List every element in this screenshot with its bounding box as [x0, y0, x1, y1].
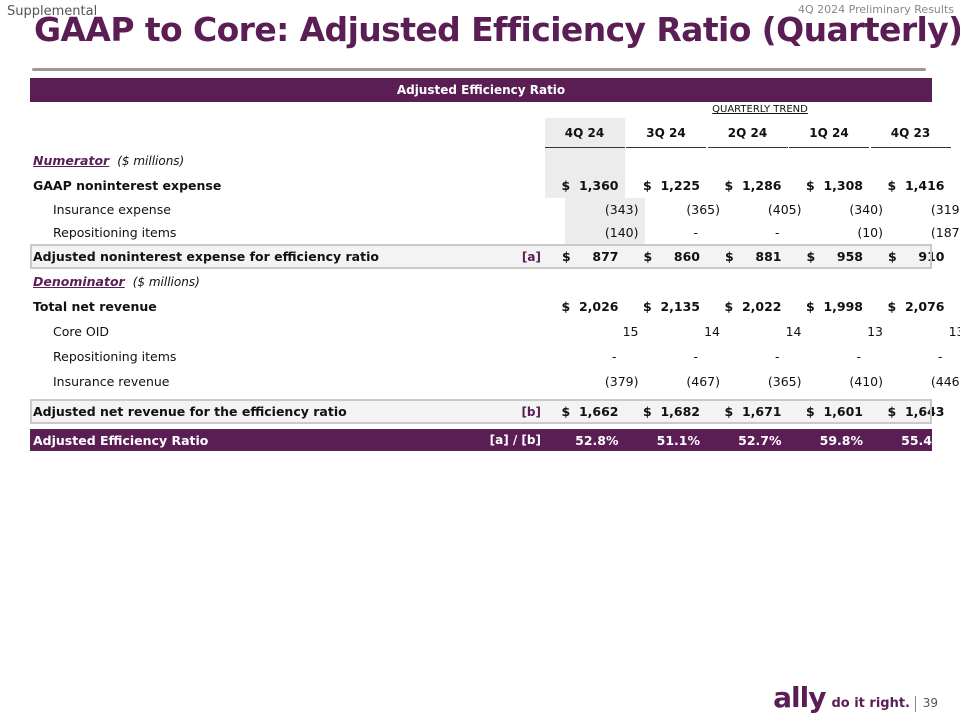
- cell: $ 1,601: [806, 404, 863, 419]
- cell: $ 2,026: [561, 299, 619, 314]
- cell: (410): [849, 374, 883, 389]
- row-label: Adjusted net revenue for the efficiency …: [33, 404, 347, 419]
- column-header: 2Q 24: [707, 118, 788, 148]
- cell: $ 1,225: [643, 178, 700, 193]
- table-row: Repositioning items - - - - -: [30, 344, 943, 369]
- ally-logo: ally do it right.: [773, 681, 910, 714]
- reference-tag: [b]: [521, 404, 541, 419]
- reference-tag: [a]: [521, 249, 541, 264]
- column-header: 3Q 24: [626, 118, 706, 148]
- cell: -: [937, 349, 943, 364]
- cell: $ 2,022: [724, 299, 782, 314]
- section-label: Supplemental: [7, 4, 98, 19]
- cell: -: [774, 225, 780, 240]
- ally-tagline: do it right.: [831, 696, 910, 711]
- table-row: Core OID 15 14 14 13 13: [30, 319, 960, 344]
- cell: $ 1,998: [806, 299, 863, 314]
- cell: -: [611, 349, 617, 364]
- table-row: Insurance revenue (379) (467) (365) (410…: [30, 369, 960, 394]
- ally-wordmark: ally: [773, 681, 826, 714]
- column-header-row: 4Q 24 3Q 24 2Q 24 1Q 24 4Q 23: [30, 118, 951, 148]
- denominator-total-row: Adjusted net revenue for the efficiency …: [30, 399, 945, 424]
- row-label: Repositioning items: [53, 349, 177, 364]
- cell: (365): [686, 202, 720, 217]
- row-label: Repositioning items: [53, 225, 177, 240]
- numerator-label: Numerator: [33, 153, 110, 168]
- efficiency-ratio-table: Adjusted Efficiency Ratio QUARTERLY TREN…: [30, 78, 960, 451]
- column-header: 1Q 24: [789, 118, 869, 148]
- cell: (10): [857, 225, 883, 240]
- trend-row: QUARTERLY TREND: [30, 102, 932, 118]
- cell: $ 1,643: [887, 404, 945, 419]
- row-label: GAAP noninterest expense: [33, 178, 222, 193]
- quarterly-trend-label: QUARTERLY TREND: [712, 104, 808, 115]
- column-header: 4Q 23: [870, 118, 951, 148]
- cell: $ 881: [724, 249, 782, 264]
- denominator-section-row: Denominator ($ millions): [30, 269, 932, 294]
- cell: 52.8%: [575, 432, 619, 448]
- numerator-total-row: Adjusted noninterest expense for efficie…: [30, 244, 945, 269]
- cell: 52.7%: [738, 432, 782, 448]
- cell: $ 1,416: [887, 178, 945, 193]
- cell: 51.1%: [656, 432, 700, 448]
- cell: $ 1,682: [643, 404, 700, 419]
- cell: (446): [930, 374, 960, 389]
- cell: $ 1,662: [561, 404, 619, 419]
- table-row: Repositioning items (140) - - (10) (187): [30, 221, 960, 244]
- cell: (340): [849, 202, 883, 217]
- table-row: Total net revenue $ 2,026 $ 2,135 $ 2,02…: [30, 294, 945, 319]
- column-header: 4Q 24: [544, 118, 625, 148]
- cell: 55.4%: [901, 432, 945, 448]
- cell: 13: [948, 324, 960, 339]
- cell: (405): [767, 202, 802, 217]
- cell: (343): [564, 198, 645, 221]
- cell: 59.8%: [819, 432, 863, 448]
- cell: 13: [867, 324, 883, 339]
- cell: -: [693, 349, 698, 364]
- table-row: GAAP noninterest expense $ 1,360 $ 1,225…: [30, 173, 945, 198]
- numerator-section-row: Numerator ($ millions): [30, 148, 932, 173]
- row-label: Core OID: [53, 324, 110, 339]
- table-row: Insurance expense (343) (365) (405) (340…: [30, 198, 960, 221]
- page-divider: [915, 696, 916, 712]
- cell: $ 860: [643, 249, 700, 264]
- cell: $ 1,286: [724, 178, 782, 193]
- cell: (187): [930, 225, 960, 240]
- cell: (467): [686, 374, 720, 389]
- row-label: Insurance revenue: [53, 374, 170, 389]
- cell: -: [856, 349, 861, 364]
- cell: -: [693, 225, 698, 240]
- table-heading: Adjusted Efficiency Ratio: [30, 78, 932, 102]
- cell: (379): [604, 374, 639, 389]
- cell: $ 910: [887, 249, 945, 264]
- cell: (140): [564, 221, 645, 244]
- row-label: Total net revenue: [33, 299, 157, 314]
- cell: $ 2,076: [887, 299, 945, 314]
- row-label: Adjusted noninterest expense for efficie…: [33, 249, 379, 264]
- cell: 14: [704, 324, 720, 339]
- cell: 15: [622, 324, 639, 339]
- page-number: 39: [922, 696, 938, 710]
- row-label: Adjusted Efficiency Ratio: [33, 432, 209, 448]
- denominator-label: Denominator: [33, 274, 125, 289]
- cell: $ 1,308: [806, 178, 863, 193]
- cell: -: [774, 349, 780, 364]
- report-label: 4Q 2024 Preliminary Results: [798, 3, 954, 16]
- cell: (319): [930, 202, 960, 217]
- cell: $ 1,671: [724, 404, 782, 419]
- denominator-unit: ($ millions): [132, 275, 200, 289]
- cell: 14: [785, 324, 802, 339]
- title-divider: [32, 68, 926, 71]
- cell: $ 1,360: [544, 173, 625, 198]
- cell: $ 2,135: [643, 299, 700, 314]
- reference-tag: [a] / [b]: [489, 433, 541, 447]
- row-label: Insurance expense: [53, 202, 171, 217]
- page-title: GAAP to Core: Adjusted Efficiency Ratio …: [34, 10, 960, 49]
- cell: (365): [767, 374, 802, 389]
- numerator-unit: ($ millions): [117, 154, 185, 168]
- cell: $ 877: [561, 249, 619, 264]
- cell: $ 958: [806, 249, 863, 264]
- efficiency-ratio-row: Adjusted Efficiency Ratio [a] / [b] 52.8…: [30, 429, 945, 451]
